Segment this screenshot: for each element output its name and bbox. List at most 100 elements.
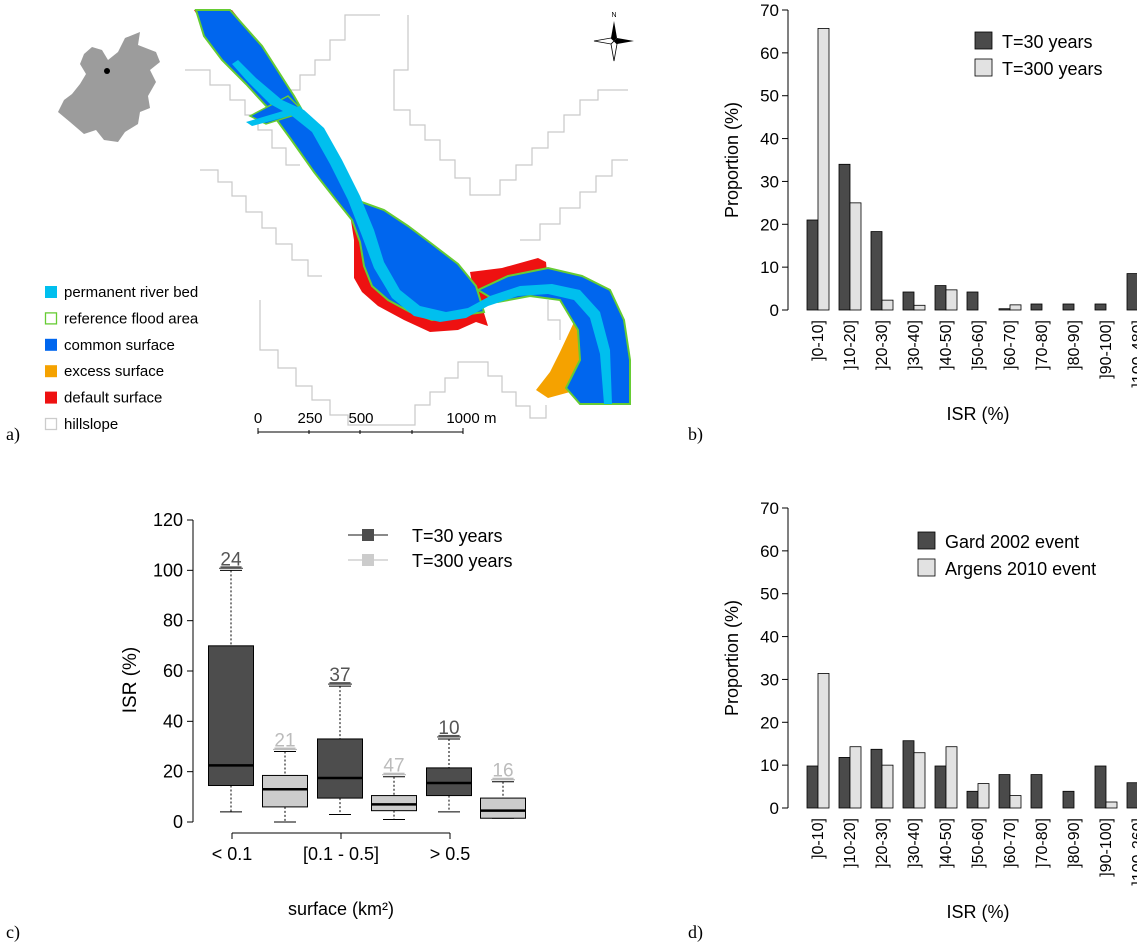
bar-series1 [966, 291, 979, 311]
y-tick-label: 70 [760, 499, 779, 518]
bar-series1 [998, 308, 1011, 311]
y-tick-label: 10 [760, 756, 779, 775]
x-tick-label: ]100-260] [1130, 818, 1137, 886]
legend-swatch [917, 558, 936, 577]
compass-north-label: N [611, 12, 616, 19]
y-tick-label: 40 [760, 130, 779, 149]
bar-series2 [817, 673, 830, 809]
bar-chart-d: 0 10 20 30 40 50 60 70 Proportion (%)]0-10]]10-2… [722, 499, 1137, 922]
compass-icon: N [593, 12, 634, 62]
bar-series2 [881, 764, 894, 809]
y-tick-label: 60 [163, 661, 183, 681]
legend-label-common_surface: common surface [64, 337, 175, 354]
x-axis-label: ISR (%) [947, 404, 1010, 424]
y-axis-label: Proportion (%) [722, 600, 742, 716]
bar-series2 [977, 783, 990, 809]
bar-series2 [945, 746, 958, 809]
y-axis-label: Proportion (%) [722, 102, 742, 218]
box-series1: 24 [208, 549, 254, 813]
scale-bar: 0 250 500 1000 m [254, 410, 497, 434]
y-tick-label: 120 [153, 510, 183, 530]
y-tick-label: 50 [760, 87, 779, 106]
legend-swatch [362, 529, 374, 541]
panel-label-b: b) [688, 424, 703, 445]
bar-chart-b: 0 10 20 30 40 50 60 70 Proportion (%)]0-10]]10-2… [722, 1, 1137, 424]
x-tick-label: ]50-60] [970, 320, 987, 370]
y-tick-label: 20 [760, 215, 779, 234]
y-tick-label: 70 [760, 1, 779, 20]
panel-label-d: d) [688, 922, 703, 943]
legend-label: T=300 years [412, 551, 513, 571]
scale-label-0: 0 [254, 410, 262, 427]
box-series1: 10 [426, 718, 472, 813]
scale-unit: m [484, 410, 497, 427]
map-legend: permanent river bed reference flood area c… [44, 284, 199, 433]
x-tick-label: ]20-30] [874, 320, 891, 370]
box-series2: 47 [371, 756, 417, 820]
y-tick-label: 20 [163, 762, 183, 782]
legend-label-reference_flood_area: reference flood area [64, 310, 199, 327]
legend-label: T=300 years [1002, 59, 1103, 79]
bar-series2 [1105, 801, 1118, 809]
y-tick-label: 20 [760, 713, 779, 732]
bar-series1 [1126, 273, 1137, 311]
bar-series2 [945, 289, 958, 311]
box-iqr [208, 645, 254, 787]
bar-series1 [966, 790, 979, 809]
legend-swatch [917, 531, 936, 550]
scale-label-500: 500 [348, 410, 373, 427]
legend-label: T=30 years [1002, 32, 1093, 52]
legend-label-default_surface: default surface [64, 390, 162, 407]
bar-series1 [838, 163, 851, 311]
y-tick-label: 40 [760, 628, 779, 647]
x-tick-label: ]60-70] [1002, 320, 1019, 370]
box-chart-c: 0 20 40 60 80 100 120 ISR (%) < 0.1 [0.1 - 0.5] > … [120, 510, 526, 919]
bar-series2 [913, 304, 926, 311]
x-tick-label: ]80-90] [1066, 320, 1083, 370]
bar-series2 [849, 746, 862, 809]
bar-series1 [838, 757, 851, 809]
x-tick-label: ]70-80] [1034, 818, 1051, 868]
y-tick-label: 0 [770, 301, 779, 320]
legend-swatch-default_surface [45, 391, 57, 404]
bar-series1 [1030, 303, 1043, 311]
x-axis-label: surface (km²) [288, 899, 394, 919]
x-tick-label: ]10-20] [842, 818, 859, 868]
y-tick-label: 100 [153, 560, 183, 580]
bar-series2 [849, 202, 862, 311]
y-tick-label: 30 [760, 670, 779, 689]
x-tick-label: ]0-10] [810, 818, 827, 859]
box-count-label: 10 [438, 718, 459, 739]
legend-swatch [362, 554, 374, 566]
flood-map [194, 9, 631, 405]
y-tick-label: 50 [760, 585, 779, 604]
france-inset-icon [58, 32, 160, 142]
x-tick-label: ]30-40] [906, 818, 923, 868]
bar-series1 [902, 740, 915, 809]
y-tick-label: 0 [173, 812, 183, 832]
x-tick-label: ]0-10] [810, 320, 827, 361]
legend-swatch-reference_flood_area [44, 312, 58, 325]
x-tick-label: ]10-20] [842, 320, 859, 370]
panel-label-a: a) [6, 424, 20, 445]
legend-swatch-excess_surface [45, 365, 57, 378]
box-iqr [371, 795, 417, 812]
bar-series1 [1062, 303, 1075, 311]
y-tick-label: 60 [760, 542, 779, 561]
legend-swatch [974, 58, 993, 77]
bar-series2 [817, 28, 830, 311]
bar-series2 [913, 752, 926, 809]
x-tick-label: ]70-80] [1034, 320, 1051, 370]
bar-series2 [1009, 795, 1022, 809]
legend-label-permanent_river_bed: permanent river bed [64, 284, 198, 301]
bar-series1 [1094, 765, 1107, 809]
panel-label-c: c) [6, 922, 20, 943]
box-count-label: 24 [220, 549, 242, 570]
legend-swatch-common_surface [45, 338, 57, 351]
x-tick-label: ]30-40] [906, 320, 923, 370]
bar-series1 [870, 231, 883, 311]
scale-label-1000: 1000 [446, 410, 479, 427]
x-tick-label: ]40-50] [938, 818, 955, 868]
legend-label: Gard 2002 event [945, 532, 1079, 552]
box-count-label: 21 [274, 731, 295, 752]
